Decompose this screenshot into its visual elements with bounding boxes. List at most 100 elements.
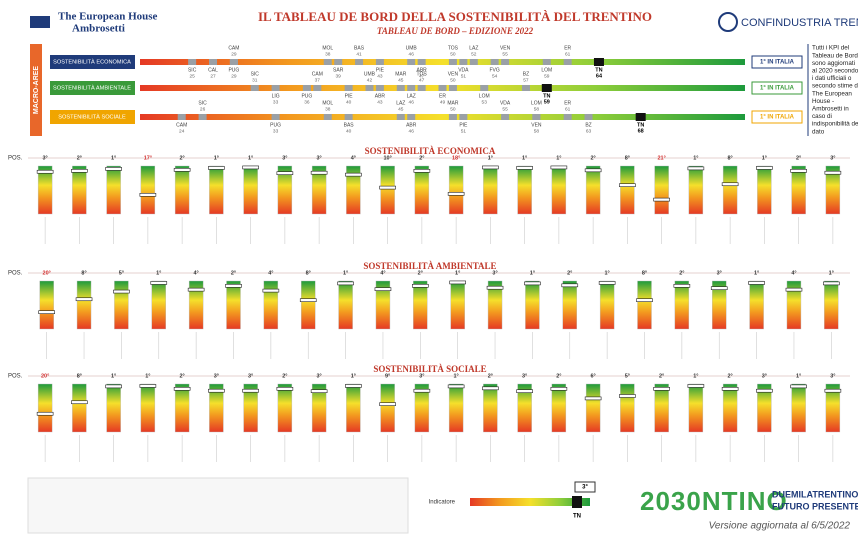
kpi-rank: 8°	[81, 270, 86, 276]
logo-icon	[30, 16, 50, 28]
pos-label: POS.	[8, 156, 23, 162]
region-code: CAM	[176, 122, 187, 128]
region-code: PIE	[459, 122, 468, 128]
gauge	[487, 280, 503, 330]
footer-tagline2: FUTURO PRESENTE	[772, 501, 858, 511]
region-mark	[407, 114, 416, 120]
kpi-rank: 2°	[679, 270, 684, 276]
region-mark	[365, 85, 374, 91]
gauge-marker	[276, 171, 294, 175]
footer-tagline1: DUEMILATRENTINO	[772, 489, 858, 499]
region-value: 24	[179, 128, 185, 134]
gauge-marker	[482, 165, 499, 170]
kpi-rank: 1°	[156, 270, 161, 276]
gauge	[140, 165, 156, 215]
kpi-rank: 20°	[41, 373, 49, 379]
kpi-rank: 1°	[522, 155, 527, 161]
gauge	[551, 383, 567, 433]
gauge	[277, 383, 293, 433]
gauge-marker	[262, 288, 280, 293]
kpi-rank: 2°	[77, 155, 82, 161]
kpi-rank: 4°	[380, 270, 385, 276]
gauge-marker	[36, 411, 54, 416]
gauge	[243, 165, 258, 215]
region-value: 54	[492, 73, 498, 79]
gauge	[791, 383, 806, 433]
area-bar	[140, 114, 745, 120]
subtitle: TABLEAU DE BORD – EDIZIONE 2022	[377, 26, 534, 36]
pos-label: POS.	[8, 374, 23, 380]
kpi-rank: 3°	[717, 270, 722, 276]
region-value: 49	[440, 99, 446, 105]
gauge	[757, 383, 772, 433]
gauge	[72, 383, 87, 433]
gauge	[448, 383, 464, 433]
region-code: UMB	[364, 71, 376, 77]
gauge-marker	[208, 166, 225, 170]
gauge	[209, 383, 224, 433]
region-code: TOS	[417, 71, 428, 77]
legend-indicator: Indicatore	[429, 500, 456, 506]
kpi-rank: 2°	[567, 270, 572, 276]
region-value: 31	[252, 77, 258, 83]
legend-tn-box	[572, 496, 582, 508]
kpi-rank: 1°	[762, 155, 767, 161]
tn-mark	[541, 84, 552, 92]
gauge-marker	[598, 281, 616, 285]
region-value: 39	[336, 73, 342, 79]
note-line: House -	[812, 98, 834, 105]
notes-box	[27, 477, 409, 534]
kpi-rank: 2°	[179, 373, 184, 379]
rank-label: 1° IN ITALIA	[760, 60, 795, 66]
region-value: 40	[346, 128, 352, 134]
kpi-rank: 4°	[194, 270, 199, 276]
kpi-rank: 2°	[659, 373, 664, 379]
gauge-marker	[139, 384, 157, 388]
kpi-rank: 3°	[830, 155, 835, 161]
legend-rank: 3°	[582, 485, 588, 491]
region-mark	[313, 85, 322, 91]
region-value: 43	[377, 99, 383, 105]
note-line: indisponibilità del	[812, 121, 858, 128]
gauge-marker	[619, 394, 636, 398]
gauge	[483, 383, 498, 433]
region-value: 51	[461, 128, 467, 134]
gauge	[674, 280, 690, 330]
gauge-marker	[310, 170, 328, 175]
area-label: SOSTENIBILITÀ AMBIENTALE	[53, 84, 131, 91]
gauge-marker	[242, 165, 259, 170]
gauge	[757, 165, 772, 215]
region-code: SIC	[251, 71, 260, 77]
kpi-rank: 1°	[453, 373, 458, 379]
gauge	[174, 165, 190, 215]
region-code: MOL	[322, 45, 333, 51]
legend-bar	[470, 498, 590, 506]
region-value: 26	[200, 106, 206, 112]
region-code: SIC	[198, 100, 207, 106]
region-value: 37	[315, 77, 321, 83]
gauge	[637, 280, 652, 330]
gauge-marker	[71, 169, 88, 173]
gauge-marker	[173, 386, 191, 391]
rank-box	[751, 55, 803, 69]
tn-value: 68	[638, 128, 644, 134]
region-code: FVG	[490, 67, 500, 73]
region-value: 45	[398, 106, 404, 112]
gauge-marker	[299, 298, 317, 303]
kpi-rank: 2°	[179, 155, 184, 161]
region-mark	[334, 59, 343, 65]
gauge	[450, 280, 465, 330]
title: IL TABLEAU DE BORD DELLA SOSTENIBILITÀ D…	[258, 9, 652, 24]
kpi-rank: 8°	[306, 270, 311, 276]
gauge-marker	[374, 287, 392, 291]
region-code: BAS	[344, 122, 355, 128]
kpi-rank: 5°	[119, 270, 124, 276]
kpi-rank: 8°	[727, 155, 732, 161]
gauge-marker	[823, 281, 840, 286]
region-value: 42	[367, 77, 373, 83]
tn-code: TN	[637, 122, 644, 128]
note-line: i dati ufficiali o	[812, 75, 852, 82]
region-mark	[229, 59, 238, 65]
section-title: SOSTENIBILITÀ AMBIENTALE	[363, 261, 496, 271]
gauge	[380, 383, 395, 433]
